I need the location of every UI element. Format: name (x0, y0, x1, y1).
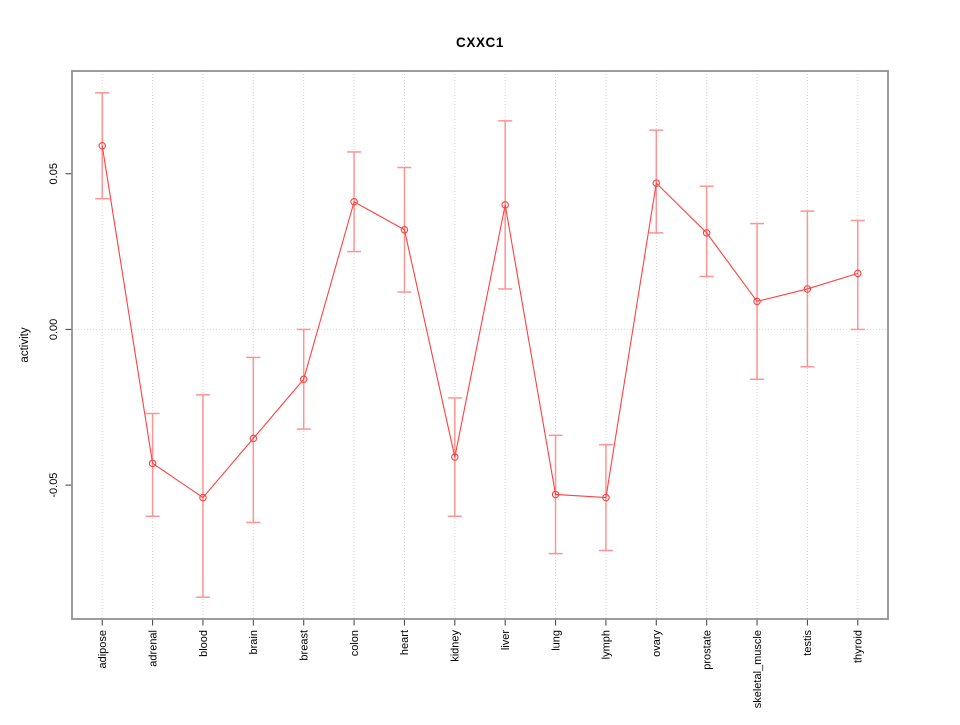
error-bar (699, 185, 714, 278)
x-tick-label: kidney (450, 630, 462, 662)
data-point-marker (551, 490, 560, 499)
x-tick-label: prostate (701, 630, 713, 670)
data-point-marker (199, 493, 207, 502)
x-tick-label: heart (399, 630, 411, 655)
error-bar (145, 412, 160, 517)
data-series (101, 145, 858, 499)
data-point-marker (98, 141, 106, 150)
data-point-marker (148, 459, 157, 468)
error-bar (649, 129, 664, 234)
y-tick-label: 0.00 (48, 319, 60, 340)
data-point-marker (451, 453, 459, 461)
data-point-marker (299, 375, 308, 383)
x-tick-label: colon (349, 630, 361, 656)
x-tick-labels: adipose adrenal blood brain breast colon heart… (97, 630, 865, 709)
data-point-marker (350, 198, 358, 206)
axis-ticks (65, 173, 859, 626)
series-line (101, 145, 858, 499)
data-point-marker (753, 297, 761, 306)
error-bar (850, 219, 865, 331)
y-tick-labels: 0.05 0.00 -0.05 (48, 163, 60, 498)
data-point-marker (652, 179, 661, 187)
error-bar (195, 394, 210, 598)
x-tick-label: skeletal_muscle (752, 630, 764, 708)
data-point-marker (400, 226, 409, 234)
x-tick-label: blood (198, 630, 210, 657)
x-tick-label: liver (500, 630, 512, 651)
y-tick-label: -0.05 (48, 473, 60, 498)
x-tick-label: ovary (651, 630, 663, 657)
x-tick-label: brain (248, 630, 260, 654)
x-tick-label: testis (802, 630, 814, 656)
error-bars (95, 92, 865, 598)
data-point-marker (702, 229, 711, 237)
data-points (98, 141, 862, 502)
data-point-marker (501, 201, 509, 209)
x-tick-label: lymph (601, 630, 613, 659)
y-tick-label: 0.05 (48, 163, 60, 184)
error-bar (246, 356, 261, 524)
gridlines (72, 71, 888, 619)
x-tick-label: adipose (97, 630, 109, 669)
x-tick-label: thyroid (853, 630, 865, 663)
data-point-marker (602, 493, 610, 502)
data-point-marker (249, 434, 258, 443)
x-tick-label: breast (299, 630, 311, 661)
plot-frame (71, 70, 889, 620)
x-tick-label: adrenal (147, 630, 159, 667)
x-tick-label: lung (550, 630, 562, 651)
chart-title: CXXC1 (456, 35, 504, 50)
y-axis-label: activity (19, 327, 31, 362)
data-point-marker (803, 285, 812, 293)
data-point-marker (854, 269, 862, 278)
error-bar (95, 92, 110, 200)
